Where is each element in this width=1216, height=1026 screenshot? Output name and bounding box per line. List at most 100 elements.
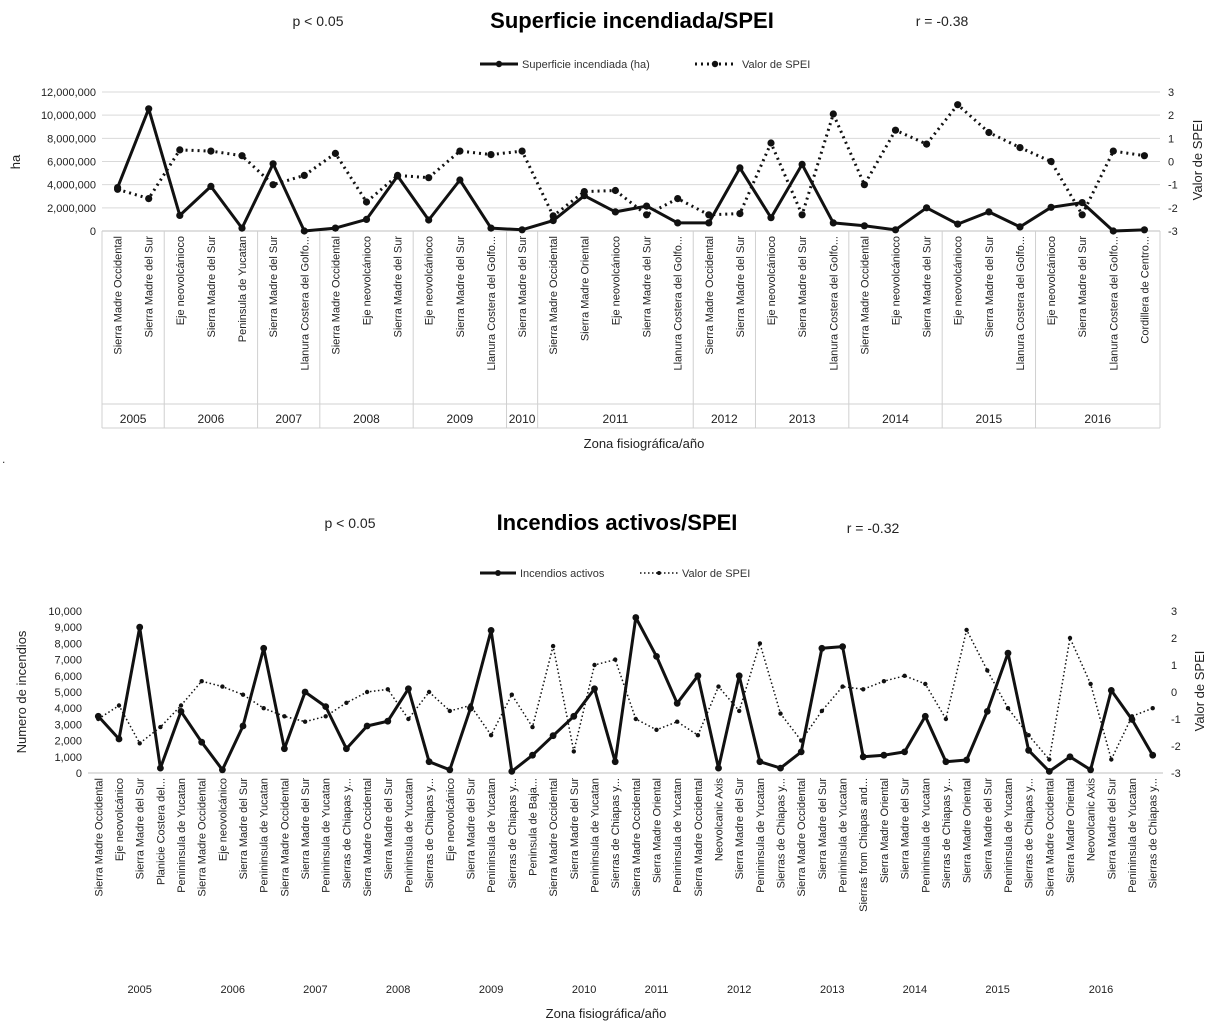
- data-point: [591, 685, 598, 693]
- x-category-label: Eje neovolcánioco: [424, 236, 436, 325]
- y-tick-label: 5,000: [54, 687, 82, 699]
- data-point: [1109, 757, 1114, 762]
- x-category-label: Sierra Madre Occidental: [197, 778, 209, 897]
- year-group-label: 2016: [1089, 984, 1113, 996]
- data-point: [509, 692, 514, 697]
- x-category-label: Sierra Madre del Sur: [455, 236, 467, 338]
- data-point: [145, 195, 153, 203]
- y-tick-label: 1,000: [54, 752, 82, 764]
- x-category-label: Peninsula de Baja...: [527, 778, 539, 876]
- x-category-label: Sierra Madre Oriental: [1065, 778, 1077, 883]
- x-category-label: Sierra Madre Occidental: [704, 236, 716, 355]
- x-category-label: Sierra Madre del Sur: [1106, 778, 1118, 880]
- data-point: [282, 714, 287, 719]
- data-point: [954, 101, 962, 109]
- y2-tick-label: 2: [1168, 110, 1174, 122]
- year-group-label: 2006: [198, 412, 225, 426]
- data-point: [487, 151, 495, 159]
- data-point: [1109, 227, 1117, 235]
- y2-tick-label: -1: [1168, 180, 1178, 192]
- data-point: [394, 171, 402, 179]
- year-group-label: 2015: [985, 984, 1009, 996]
- x-category-label: Sierra Madre Occidental: [631, 778, 643, 897]
- data-point: [735, 672, 743, 680]
- data-point: [1078, 199, 1086, 207]
- data-point: [840, 684, 845, 689]
- x-category-label: Sierra Madre del Sur: [735, 236, 747, 338]
- x-category-label: Peninsula de Yucatan: [237, 236, 249, 342]
- data-point: [530, 724, 535, 730]
- data-point: [736, 210, 744, 218]
- data-point: [1088, 681, 1093, 687]
- data-point: [715, 764, 722, 772]
- x-category-label: Penininsula de Yucatan: [589, 778, 601, 893]
- legend-marker-solid: [495, 60, 503, 68]
- data-point: [238, 224, 246, 232]
- data-point: [985, 668, 990, 673]
- data-point: [487, 224, 495, 232]
- data-point: [468, 703, 473, 708]
- legend: Superficie incendiada (ha) Valor de SPEI: [480, 59, 810, 71]
- x-category-label: Sierras de Chiapas y...: [424, 778, 436, 888]
- data-point: [362, 215, 371, 223]
- data-point: [261, 706, 266, 711]
- data-point: [777, 764, 784, 772]
- y-tick-label: 6,000: [54, 671, 82, 683]
- y-tick-label: 2,000,000: [47, 203, 96, 215]
- data-point: [580, 188, 588, 196]
- x-category-label: Eje neovolcánioco: [891, 236, 903, 325]
- data-point: [675, 719, 680, 724]
- data-point: [829, 219, 837, 227]
- data-point: [923, 140, 931, 148]
- y2-tick-label: -1: [1171, 714, 1181, 726]
- data-point: [1005, 706, 1011, 711]
- x-category-label: Sierra Madre del Sur: [393, 236, 405, 338]
- data-point: [426, 689, 432, 695]
- data-point: [1016, 144, 1024, 152]
- x-category-label: Sierra Madre del Sur: [922, 236, 934, 338]
- y-tick-label: 10,000,000: [41, 110, 96, 122]
- y-tick-label: 6,000,000: [47, 157, 96, 169]
- year-group-label: 2013: [820, 984, 844, 996]
- data-point: [219, 766, 226, 774]
- legend-label: Valor de SPEI: [742, 59, 810, 71]
- x-category-label: Sierra Madre Oriental: [879, 778, 891, 883]
- year-group-label: 2011: [645, 984, 669, 996]
- data-point: [176, 146, 184, 154]
- year-group-label: 2006: [220, 984, 244, 996]
- legend-label: Superficie incendiada (ha): [522, 59, 650, 71]
- x-category-label: Penininsula de Yucatan: [672, 778, 684, 893]
- data-point: [145, 105, 153, 113]
- y2-axis-title: Valor de SPEI: [1190, 120, 1205, 201]
- year-group-label: 2009: [479, 984, 503, 996]
- p-value-note: p < 0.05: [293, 13, 344, 29]
- y-tick-label: 9,000: [54, 622, 82, 634]
- data-point: [694, 672, 702, 680]
- data-point: [1066, 753, 1074, 761]
- data-point: [518, 147, 526, 155]
- y-axis-title: Numero de incendios: [14, 630, 29, 753]
- year-group-label: 2013: [789, 412, 816, 426]
- data-point: [343, 745, 350, 753]
- x-category-label: Sierras de Chiapas y...: [610, 778, 622, 888]
- x-category-label: Sierra Madre Occidental: [693, 778, 705, 897]
- data-point: [281, 745, 288, 753]
- year-group-label: 2005: [120, 412, 147, 426]
- data-point: [983, 708, 991, 715]
- data-point: [859, 753, 867, 761]
- y-tick-label: 8,000,000: [47, 133, 96, 145]
- data-point: [839, 643, 846, 650]
- y2-tick-label: 3: [1168, 87, 1174, 99]
- x-category-label: Eje neovolcánioco: [766, 236, 778, 325]
- y2-tick-label: -3: [1171, 768, 1181, 780]
- x-category-label: Sierra Madre del Sur: [817, 778, 829, 880]
- data-point: [384, 717, 392, 725]
- y2-tick-label: 1: [1168, 133, 1174, 145]
- data-point: [1150, 706, 1155, 711]
- x-category-label: Sierra Madre Occidental: [279, 778, 291, 897]
- year-group-label: 2010: [509, 412, 536, 426]
- year-group-label: 2010: [572, 984, 596, 996]
- data-point: [705, 219, 713, 227]
- x-category-label: Llanura Costera del Golfo...: [1015, 236, 1027, 371]
- series-line: [97, 629, 1153, 761]
